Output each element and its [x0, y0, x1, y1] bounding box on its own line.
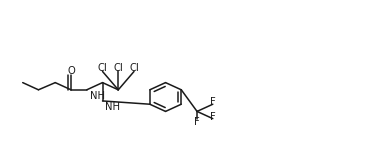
Text: Cl: Cl	[113, 63, 123, 73]
Text: F: F	[210, 97, 216, 107]
Text: NH: NH	[90, 91, 105, 101]
Text: F: F	[194, 117, 200, 127]
Text: O: O	[67, 67, 75, 76]
Text: F: F	[210, 112, 216, 122]
Text: NH: NH	[105, 102, 120, 112]
Text: Cl: Cl	[98, 63, 107, 73]
Text: Cl: Cl	[129, 63, 139, 73]
